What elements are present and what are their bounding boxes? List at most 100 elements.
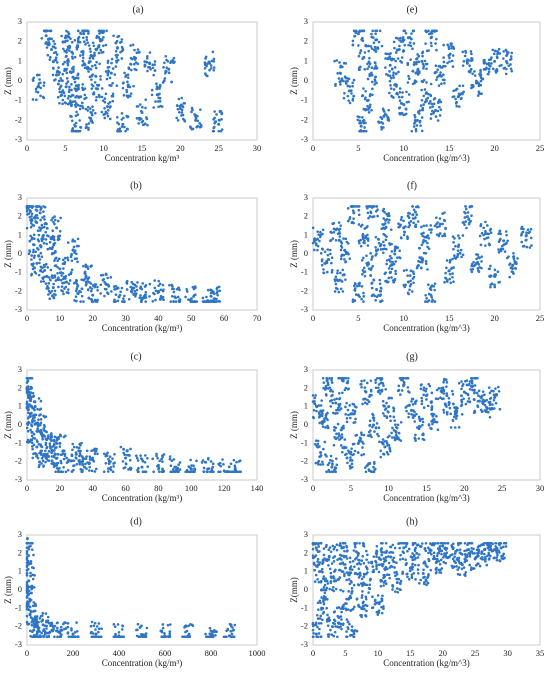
data-point-a-20-15 (114, 49, 118, 53)
data-point-f-3-10 (344, 278, 347, 281)
data-point-a-12-19 (82, 29, 85, 33)
data-point-a-13-19 (86, 67, 89, 71)
data-point-a-8-0 (73, 80, 77, 84)
data-point-c-21-7 (195, 459, 198, 463)
panel-label-h: (h) (406, 516, 418, 527)
x-tick-label-d-5: 1000 (249, 648, 266, 658)
data-point-c-13-19 (77, 449, 80, 453)
data-point-e-12-20 (401, 91, 404, 94)
data-point-b-11-13 (66, 288, 70, 291)
data-point-e-6-10 (374, 75, 377, 79)
data-point-h-16-15 (359, 582, 363, 585)
data-point-a-15-15 (88, 47, 92, 51)
data-point-g-6 (337, 434, 341, 438)
data-point-f-3-19 (333, 278, 337, 281)
data-point-b-15-11 (91, 300, 95, 303)
data-point-d-10-17 (59, 635, 63, 639)
data-point-f-29-16 (512, 251, 515, 255)
data-point-c-1-14 (25, 389, 29, 393)
data-point-a-20-3 (110, 57, 114, 61)
data-point-a-22-2 (128, 85, 132, 89)
data-point-a-30-18 (206, 74, 209, 78)
data-point-f-23-19 (453, 237, 456, 240)
data-point-e-22-19 (460, 92, 463, 95)
data-point-b-22-20 (192, 287, 196, 291)
data-point-c-15-3 (94, 467, 98, 471)
data-point-g-22-18 (430, 408, 433, 412)
data-point-g-11-14 (365, 402, 369, 406)
data-point-b-17-20 (115, 287, 118, 291)
data-point-b-13-18 (76, 284, 80, 287)
data-point-b-7 (48, 246, 52, 250)
data-point-e-1-1 (346, 94, 350, 98)
data-point-c-11-18 (54, 441, 58, 444)
data-point-b-20-15 (154, 298, 157, 302)
data-point-a-10-16 (79, 54, 82, 57)
data-point-e-27-20 (507, 64, 511, 68)
data-point-a-17-3 (105, 29, 108, 33)
data-point-f-9-5 (372, 215, 376, 218)
data-point-f-28-17 (503, 250, 507, 253)
data-point-c-21-20 (189, 458, 192, 462)
data-point-b-16-4 (104, 272, 108, 276)
panel-label-b: (b) (130, 180, 142, 191)
data-point-g-15-12 (385, 441, 389, 445)
data-point-f-19-14 (423, 235, 426, 239)
data-point-h-1-10 (316, 635, 320, 639)
data-point-g-12-0 (364, 470, 368, 474)
data-point-f-18-4 (420, 266, 423, 270)
data-point-d-14-17 (140, 632, 143, 636)
data-point-b-10-20 (61, 271, 65, 275)
data-point-c-24-9 (238, 470, 241, 474)
data-point-e-19-6 (439, 100, 443, 104)
data-point-f-9-12 (368, 215, 372, 218)
data-point-h-1-18 (317, 622, 321, 625)
data-point-c-14-1 (84, 457, 88, 461)
data-point-h-18-15 (371, 595, 374, 598)
data-point-e-24-8 (478, 92, 482, 96)
data-point-h-8-1 (339, 607, 343, 610)
data-point-a-11-21 (82, 88, 86, 91)
data-point-g-5-0 (334, 412, 337, 415)
data-point-f-16-21 (409, 283, 413, 286)
data-point-f-20-1 (427, 283, 430, 287)
data-point-a-11-8 (81, 83, 85, 86)
x-tick-label-d-2: 400 (113, 648, 126, 658)
data-point-g-6-19 (336, 436, 339, 440)
data-point-b-20-5 (157, 279, 161, 283)
data-point-e-23-16 (468, 64, 471, 67)
data-point-b-24-17 (216, 293, 219, 297)
data-point-a-2-12 (49, 55, 52, 59)
data-point-g-22-19 (432, 420, 436, 424)
data-point-g-8-14 (350, 447, 353, 450)
data-point-e-6-20 (375, 66, 379, 70)
data-point-b-23-21 (201, 296, 205, 300)
data-point-a-25-10 (143, 64, 147, 67)
data-point-g-26-18 (457, 381, 461, 385)
data-point-a-26-14 (160, 105, 164, 108)
data-point-f-1-9 (326, 248, 330, 251)
data-point-c-17-18 (126, 449, 129, 452)
data-point-e-14-4 (407, 74, 410, 78)
data-point-c-17-20 (122, 451, 125, 455)
data-point-b-19-9 (144, 291, 148, 294)
data-point-b-17-14 (113, 298, 116, 302)
data-point-b-7-21 (52, 238, 56, 242)
data-point-e-12-16 (405, 100, 409, 104)
data-point-g-11-13 (363, 389, 367, 393)
data-point-f-20-21 (430, 284, 434, 287)
data-point-g-0-16 (314, 394, 317, 397)
data-point-d-8-4 (43, 633, 47, 636)
data-point-a-7-15 (70, 104, 73, 108)
data-point-g-6-16 (333, 428, 336, 432)
data-point-g-28-10 (483, 393, 486, 397)
data-point-f-4-8 (340, 246, 344, 249)
data-point-e-21-10 (444, 64, 447, 68)
data-point-f-16-2 (411, 270, 415, 274)
data-point-c-16-5 (102, 470, 106, 474)
data-point-c-6-0 (37, 418, 40, 421)
data-point-d-15-9 (162, 635, 166, 639)
data-point-f-21-18 (435, 225, 439, 229)
data-point-f-26-10 (479, 243, 483, 247)
data-point-f-26-5 (489, 231, 493, 234)
